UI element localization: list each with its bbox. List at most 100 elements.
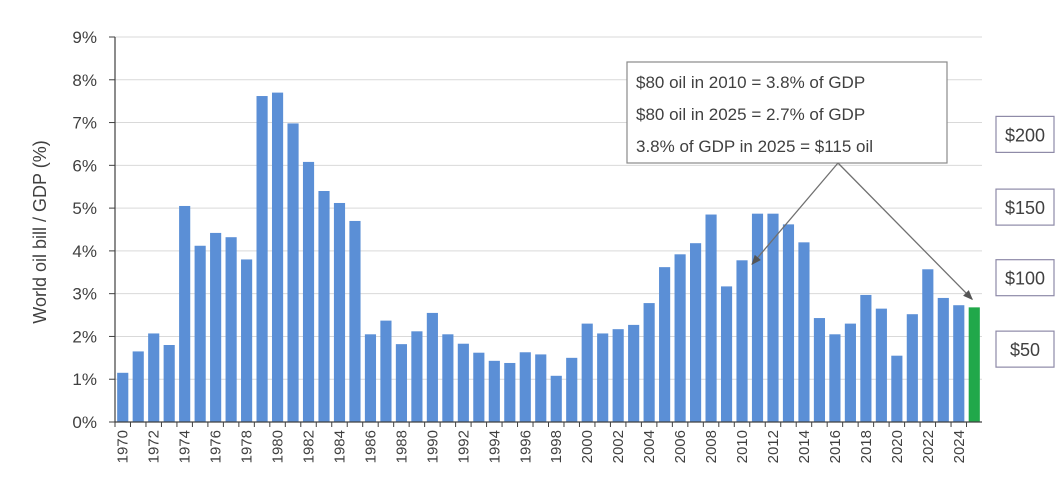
bar-2023	[937, 297, 949, 422]
bar-2021	[906, 314, 918, 422]
annotation-line-1: $80 oil in 2010 = 3.8% of GDP	[636, 73, 865, 92]
annotation-line-2: $80 oil in 2025 = 2.7% of GDP	[636, 105, 865, 124]
x-tick-label: 1998	[548, 430, 565, 463]
bar-2010	[736, 260, 748, 422]
x-tick-label: 1976	[208, 430, 225, 463]
x-tick-label: 2010	[734, 430, 751, 463]
x-tick-label: 1978	[239, 430, 256, 463]
x-tick-label: 1980	[270, 430, 287, 463]
price-marker-box	[995, 115, 1055, 153]
bar-2020	[891, 355, 903, 422]
x-tick-label: 1996	[517, 430, 534, 463]
x-tick-label: 1974	[177, 430, 194, 463]
bar-1972	[148, 333, 160, 422]
x-tick-label: 2006	[672, 430, 689, 463]
x-tick-label: 2022	[920, 430, 937, 463]
x-tick-label: 2016	[827, 430, 844, 463]
bar-1973	[163, 345, 175, 422]
x-tick-label: 2008	[703, 430, 720, 463]
x-tick-label: 1982	[301, 430, 318, 463]
bar-2015	[813, 318, 826, 422]
x-tick-label: 1994	[486, 430, 503, 463]
price-marker-label: $50	[1010, 340, 1040, 360]
bar-2011	[751, 213, 764, 422]
x-tick-label: 2004	[641, 430, 658, 463]
bar-2014	[798, 242, 810, 422]
annotation-arrow-2025	[837, 162, 973, 301]
x-tick-label: 1984	[331, 430, 348, 463]
bar-2007	[690, 243, 702, 422]
y-tick-label: 2%	[72, 327, 97, 346]
bar-2017	[844, 323, 856, 422]
bar-2003	[628, 324, 640, 422]
bar-2016	[829, 334, 841, 422]
bar-1988	[395, 344, 407, 422]
bar-1987	[380, 320, 392, 422]
x-tick-labels: 1970 1972 1974 1976 1978 1980 1982 1984 1986 1988…	[115, 430, 968, 463]
axes	[109, 36, 982, 427]
bar-1985	[349, 220, 361, 422]
price-marker-box	[995, 259, 1055, 297]
bar-2025	[968, 307, 980, 422]
bar-2009	[720, 286, 733, 422]
bar-1989	[411, 331, 423, 422]
x-tick-label: 2000	[579, 430, 596, 463]
x-tick-label: 1972	[146, 430, 163, 463]
bar-1996	[519, 352, 531, 422]
bar-1976	[210, 232, 222, 422]
x-tick-label: 1986	[362, 430, 379, 463]
x-tick-label: 1992	[455, 430, 472, 463]
bar-1984	[333, 202, 346, 422]
y-tick-label: 4%	[72, 242, 97, 261]
bar-2005	[659, 267, 671, 422]
x-tick-label: 2014	[796, 430, 813, 463]
y-tick-label: 1%	[72, 370, 97, 389]
x-tick-label: 1990	[424, 430, 441, 463]
price-marker-label: $150	[1005, 198, 1045, 218]
bar-2004	[643, 303, 655, 422]
bar-1981	[287, 123, 299, 423]
bar-1979	[256, 96, 268, 423]
y-tick-label: 7%	[72, 114, 97, 133]
price-markers: $200 $150 $100 $50	[995, 115, 1055, 368]
bar-2022	[922, 269, 934, 422]
bar-1990	[426, 312, 438, 422]
bar-1978	[241, 259, 253, 422]
bar-2019	[875, 308, 887, 422]
bar-1994	[488, 360, 500, 422]
y-tick-label: 5%	[72, 199, 97, 218]
bar-2008	[705, 214, 717, 422]
price-marker: $100	[995, 259, 1055, 297]
bar-1992	[457, 343, 469, 422]
annotation-arrows	[751, 162, 973, 301]
bar-1980	[271, 92, 284, 422]
price-marker-label: $200	[1005, 125, 1045, 145]
bar-1995	[504, 362, 516, 422]
annotation-box	[626, 61, 948, 164]
y-tick-label: 0%	[72, 413, 97, 432]
bar-1999	[566, 357, 578, 422]
bar-1983	[318, 191, 330, 422]
bars	[117, 92, 980, 423]
bar-2018	[860, 294, 872, 422]
price-marker: $200	[995, 115, 1055, 153]
bar-1982	[302, 161, 315, 422]
bar-2006	[674, 254, 686, 422]
bar-1991	[442, 334, 454, 422]
x-tick-label: 2002	[610, 430, 627, 463]
bar-2001	[597, 333, 609, 422]
price-marker-box	[995, 188, 1055, 226]
x-tick-label: 2020	[889, 430, 906, 463]
x-tick-label: 2024	[951, 430, 968, 463]
annotation: $80 oil in 2010 = 3.8% of GDP $80 oil in…	[626, 61, 948, 164]
bar-2002	[612, 329, 624, 422]
y-tick-labels: 0% 1% 2% 3% 4% 5% 6% 7% 8% 9%	[72, 28, 97, 432]
price-marker: $150	[995, 188, 1055, 226]
bar-1997	[535, 354, 547, 422]
price-marker: $50	[995, 330, 1055, 368]
annotation-arrow-2010	[751, 162, 839, 266]
annotation-line-3: 3.8% of GDP in 2025 = $115 oil	[636, 137, 873, 156]
bar-1998	[550, 375, 562, 422]
bar-1977	[225, 237, 237, 422]
